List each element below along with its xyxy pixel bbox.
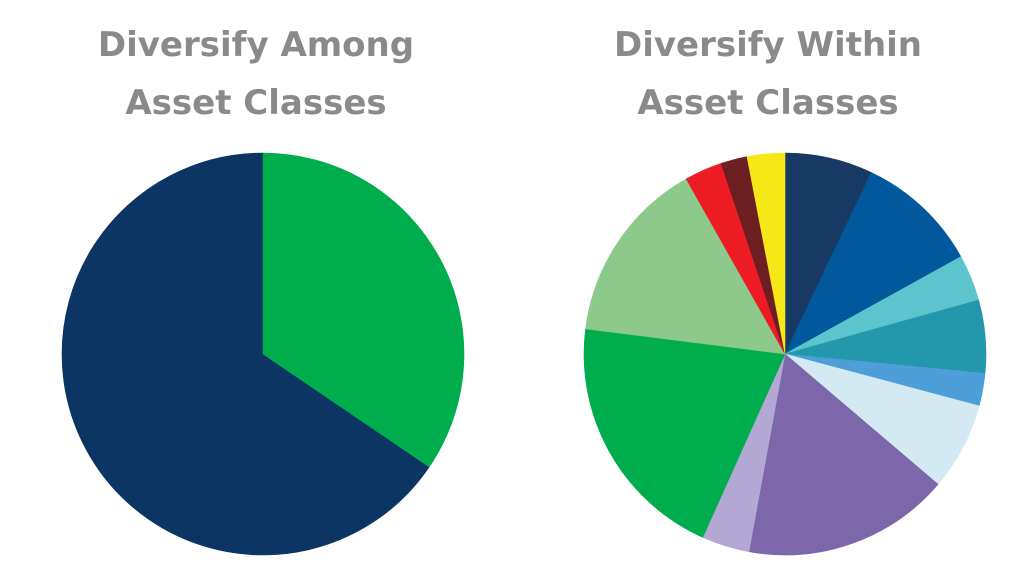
pie-slice-10 [585,178,786,355]
chart-among-asset-classes: Diversify Among Asset Classes [0,16,512,556]
chart-title-line-1: Diversify Within [613,25,923,65]
chart-title: Diversify Among Asset Classes [0,16,512,132]
chart-title: Diversify Within Asset Classes [512,16,1024,132]
chart-title-line-2: Asset Classes [637,83,899,123]
pie-slice-2 [262,152,465,468]
pie-chart [583,152,987,556]
pie-slice-9 [583,328,786,538]
chart-title-line-1: Diversify Among [97,25,415,65]
chart-title-line-2: Asset Classes [125,83,387,123]
pie-chart [61,152,465,556]
pie-slice-1 [61,152,430,556]
pie-slice-2 [784,172,962,355]
chart-within-asset-classes: Diversify Within Asset Classes [512,0,1024,578]
pie-slice-13 [746,152,786,355]
pie-slice-7 [748,353,939,556]
